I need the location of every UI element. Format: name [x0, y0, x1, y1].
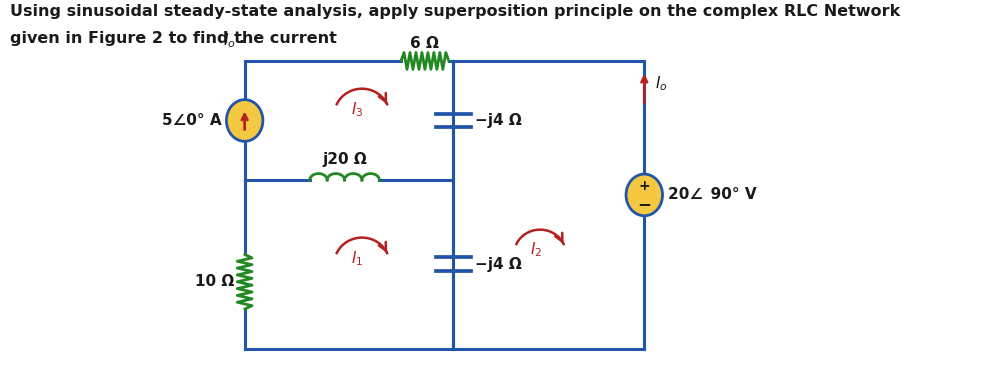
Text: .: .	[239, 31, 245, 46]
Text: 5∠0° A: 5∠0° A	[162, 113, 222, 128]
Text: +: +	[638, 179, 650, 193]
Text: $I_1$: $I_1$	[352, 249, 364, 268]
Text: $I_3$: $I_3$	[352, 100, 364, 119]
Text: −j4 Ω: −j4 Ω	[475, 113, 522, 128]
Text: j20 Ω: j20 Ω	[322, 152, 367, 167]
Text: −: −	[637, 195, 651, 213]
Text: $I_o$: $I_o$	[224, 31, 237, 50]
Text: 6 Ω: 6 Ω	[411, 36, 439, 51]
Text: 20∠ 90° V: 20∠ 90° V	[668, 188, 756, 202]
Text: $I_o$: $I_o$	[655, 74, 667, 92]
Text: −j4 Ω: −j4 Ω	[475, 257, 522, 272]
Text: $I_2$: $I_2$	[530, 240, 542, 259]
Circle shape	[227, 100, 262, 141]
Text: given in Figure 2 to find the current: given in Figure 2 to find the current	[10, 31, 343, 46]
Circle shape	[626, 174, 663, 216]
Text: 10 Ω: 10 Ω	[195, 274, 235, 289]
Text: Using sinusoidal steady-state analysis, apply superposition principle on the com: Using sinusoidal steady-state analysis, …	[10, 4, 901, 19]
